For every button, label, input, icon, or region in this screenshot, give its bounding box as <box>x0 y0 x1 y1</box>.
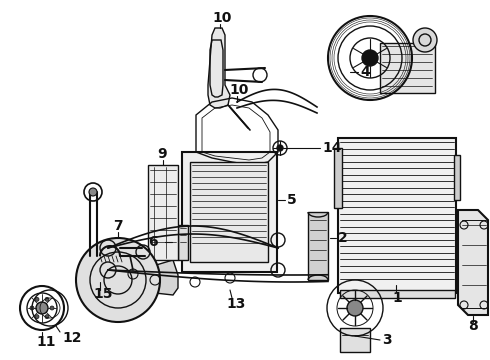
Text: 4: 4 <box>360 65 370 79</box>
Bar <box>334 148 342 208</box>
Circle shape <box>347 300 363 316</box>
Text: 13: 13 <box>226 297 245 311</box>
Text: 10: 10 <box>229 83 248 97</box>
Circle shape <box>413 28 437 52</box>
Circle shape <box>36 302 48 314</box>
Text: 9: 9 <box>157 147 167 161</box>
Text: 15: 15 <box>93 287 113 301</box>
Polygon shape <box>146 260 178 295</box>
Bar <box>178 225 188 260</box>
Text: 6: 6 <box>148 235 158 249</box>
Bar <box>340 290 455 298</box>
Circle shape <box>45 315 49 319</box>
Text: 3: 3 <box>382 333 392 347</box>
Circle shape <box>35 297 39 301</box>
Text: 5: 5 <box>287 193 297 207</box>
Bar <box>148 165 178 260</box>
Circle shape <box>50 306 54 310</box>
Circle shape <box>89 188 97 196</box>
Text: 12: 12 <box>62 331 81 345</box>
Text: 11: 11 <box>36 335 55 349</box>
Bar <box>454 155 460 200</box>
Text: 2: 2 <box>338 231 348 245</box>
Circle shape <box>30 306 34 310</box>
Circle shape <box>35 315 39 319</box>
Circle shape <box>76 238 160 322</box>
Polygon shape <box>208 28 230 108</box>
Polygon shape <box>458 210 488 315</box>
Bar <box>182 152 277 272</box>
Bar <box>340 328 370 352</box>
Text: 8: 8 <box>468 319 478 333</box>
Bar <box>338 138 456 293</box>
Bar <box>308 212 328 280</box>
Text: 10: 10 <box>212 11 231 25</box>
Circle shape <box>277 145 283 151</box>
Text: 14: 14 <box>322 141 342 155</box>
Circle shape <box>362 50 378 66</box>
Bar <box>380 43 435 93</box>
Circle shape <box>45 297 49 301</box>
Text: 1: 1 <box>392 291 402 305</box>
Text: 7: 7 <box>113 219 122 233</box>
Bar <box>190 162 268 262</box>
